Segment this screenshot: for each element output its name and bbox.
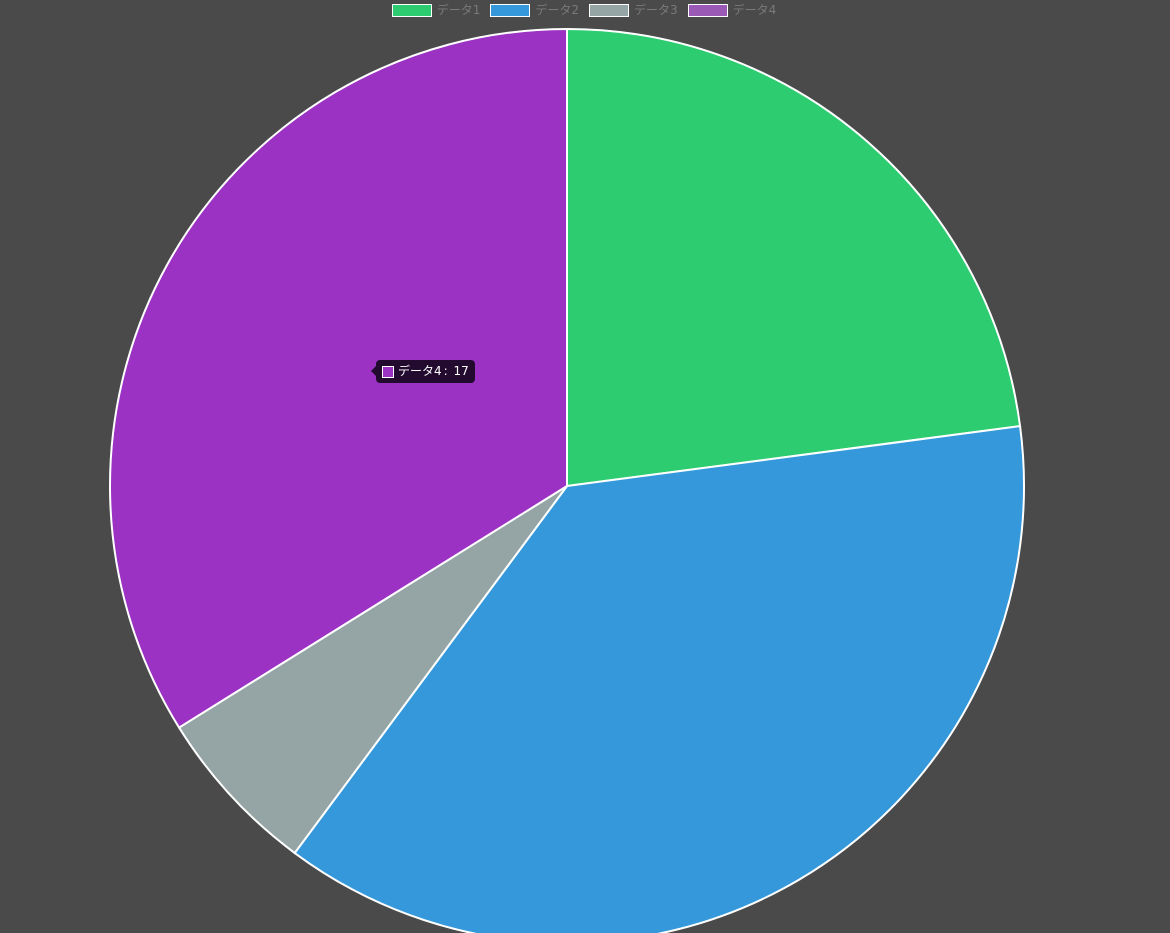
legend-label: データ1 xyxy=(436,3,481,17)
legend-item-1[interactable]: データ1 xyxy=(391,2,481,18)
legend-swatch xyxy=(490,3,531,17)
tooltip-label: データ4 xyxy=(398,364,442,378)
pie-slice-4[interactable] xyxy=(109,27,568,729)
tooltip-swatch xyxy=(382,365,394,378)
pie-slice-3[interactable] xyxy=(177,485,568,855)
legend-item-2[interactable]: データ2 xyxy=(490,2,579,18)
legend-label: データ3 xyxy=(634,3,678,17)
legend-swatch xyxy=(687,3,728,17)
chart-legend: データ1 データ2 データ3 データ4 xyxy=(0,2,1170,18)
pie-slice-1[interactable] xyxy=(566,27,1022,488)
tooltip-separator: : xyxy=(443,364,452,378)
legend-swatch xyxy=(391,3,432,17)
legend-label: データ2 xyxy=(535,3,579,17)
slice-tooltip: データ4: 17 xyxy=(371,360,475,383)
legend-item-3[interactable]: データ3 xyxy=(589,2,678,18)
legend-label: データ4 xyxy=(732,3,777,17)
tooltip-value: 17 xyxy=(453,364,469,378)
pie-slice-2[interactable] xyxy=(293,424,1025,933)
legend-swatch xyxy=(589,3,629,17)
legend-item-4[interactable]: データ4 xyxy=(687,2,777,18)
